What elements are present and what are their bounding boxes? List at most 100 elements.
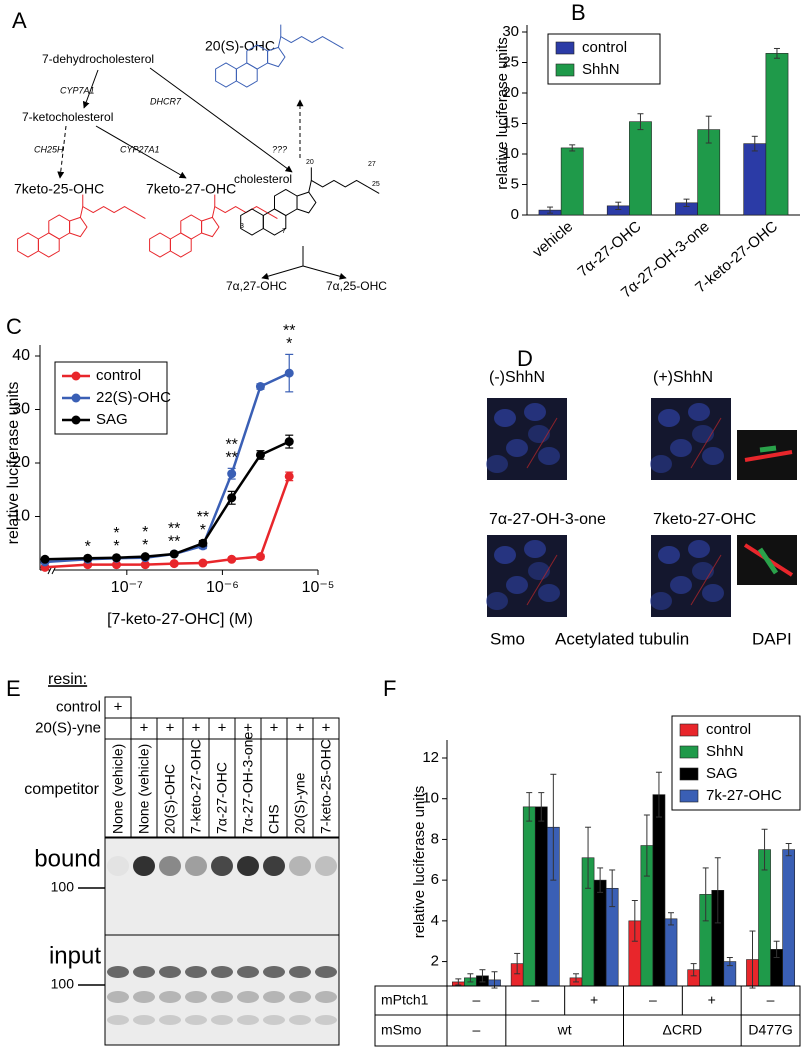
band — [237, 991, 259, 1003]
x-tick-label: 10⁻⁶ — [206, 579, 239, 596]
nucleus — [494, 409, 516, 427]
diagram-label: 20(S)-OHC — [205, 38, 275, 54]
nucleus — [494, 546, 516, 564]
legend-swatch — [679, 745, 699, 759]
nucleus — [688, 540, 710, 558]
error-bar — [785, 843, 792, 857]
ring — [267, 46, 286, 68]
channel-legend: Smo — [490, 629, 525, 648]
nucleus — [688, 403, 710, 421]
error-bar — [702, 867, 709, 922]
cell — [104, 717, 132, 740]
diagram-label: CYP7A1 — [60, 85, 95, 95]
nucleus — [650, 455, 672, 473]
blot-image — [104, 837, 340, 936]
significance: * — [85, 538, 91, 555]
band — [237, 1015, 259, 1025]
legend-label: SAG — [96, 411, 128, 428]
band — [185, 856, 207, 876]
table-cell: – — [473, 992, 481, 1008]
ring — [274, 188, 298, 217]
competitor-label: 20(S)-OHC — [162, 764, 178, 834]
blot-label: bound — [34, 845, 101, 872]
band — [237, 966, 259, 978]
legend-label: control — [706, 721, 751, 738]
y-tick-label: 20 — [12, 454, 30, 471]
ring — [69, 216, 88, 238]
band — [107, 991, 129, 1003]
size-marker: 100 — [51, 976, 75, 992]
methyl — [134, 212, 146, 220]
y-tick-label: 30 — [502, 23, 519, 40]
point — [255, 381, 265, 391]
nucleus — [692, 425, 714, 443]
error-bar — [705, 115, 712, 144]
ring — [37, 232, 60, 258]
significance: * — [113, 525, 119, 542]
error-bar — [655, 771, 662, 818]
cell-mark: + — [296, 719, 305, 736]
y-tick-label: 10 — [502, 145, 519, 162]
point — [83, 553, 93, 563]
legend-label: SAG — [706, 765, 738, 782]
nucleus — [528, 562, 550, 580]
x-axis-label: [7-keto-27-OHC] (M) — [107, 611, 253, 628]
cell-mark: + — [192, 719, 201, 736]
bar — [652, 794, 666, 987]
y-tick-label: 10 — [422, 790, 439, 807]
band — [263, 1015, 285, 1025]
error-bar — [631, 900, 638, 942]
point — [255, 450, 265, 460]
band — [159, 1015, 181, 1025]
y-tick-label: 10 — [12, 508, 30, 525]
y-axis-label: relative luciferase units — [5, 382, 22, 545]
legend-swatch — [555, 41, 575, 55]
significance: * — [113, 538, 119, 555]
band — [211, 1015, 233, 1025]
arrow — [95, 125, 187, 179]
diagram-label: CH25H — [34, 144, 64, 154]
resin-label: resin: — [48, 671, 87, 688]
diagram-label: 7keto-25-OHC — [14, 181, 104, 197]
image-title: (+)ShhN — [653, 369, 713, 386]
band — [133, 1015, 155, 1025]
error-bar — [569, 144, 576, 152]
inset-green — [759, 445, 777, 453]
y-tick-label: 4 — [431, 912, 439, 929]
point — [198, 538, 208, 548]
error-bar — [526, 792, 533, 822]
nucleus — [692, 562, 714, 580]
size-marker: 100 — [51, 879, 75, 895]
diagram-label: DHCR7 — [150, 96, 182, 106]
diagram-label: 7 — [282, 228, 286, 235]
channel-legend: DAPI — [752, 629, 792, 648]
methyl — [266, 212, 278, 220]
error-bar — [714, 857, 721, 924]
row-label: competitor — [24, 781, 99, 798]
significance: ** — [197, 509, 209, 526]
error-bar — [683, 198, 690, 207]
point — [169, 549, 179, 559]
ring — [149, 232, 171, 258]
bar — [765, 53, 789, 216]
inset-green — [757, 547, 779, 575]
table-row-label: mPtch1 — [381, 992, 429, 1008]
blot-label: input — [49, 942, 101, 969]
methyl — [367, 186, 380, 194]
error-bar — [749, 930, 756, 989]
legend-marker — [71, 393, 81, 403]
nucleus — [702, 447, 724, 465]
side-chain — [79, 205, 136, 218]
competitor-label: None (vehicle) — [110, 744, 126, 834]
error-bar — [643, 814, 650, 877]
point — [284, 471, 294, 481]
band — [315, 856, 337, 876]
diagram-label: 3 — [240, 223, 244, 230]
ring — [17, 232, 39, 258]
table-cell: – — [531, 992, 539, 1008]
table-frame — [374, 985, 801, 1047]
significance: * — [200, 522, 206, 539]
cell-mark: + — [114, 698, 123, 715]
table-row-label: mSmo — [381, 1022, 422, 1038]
